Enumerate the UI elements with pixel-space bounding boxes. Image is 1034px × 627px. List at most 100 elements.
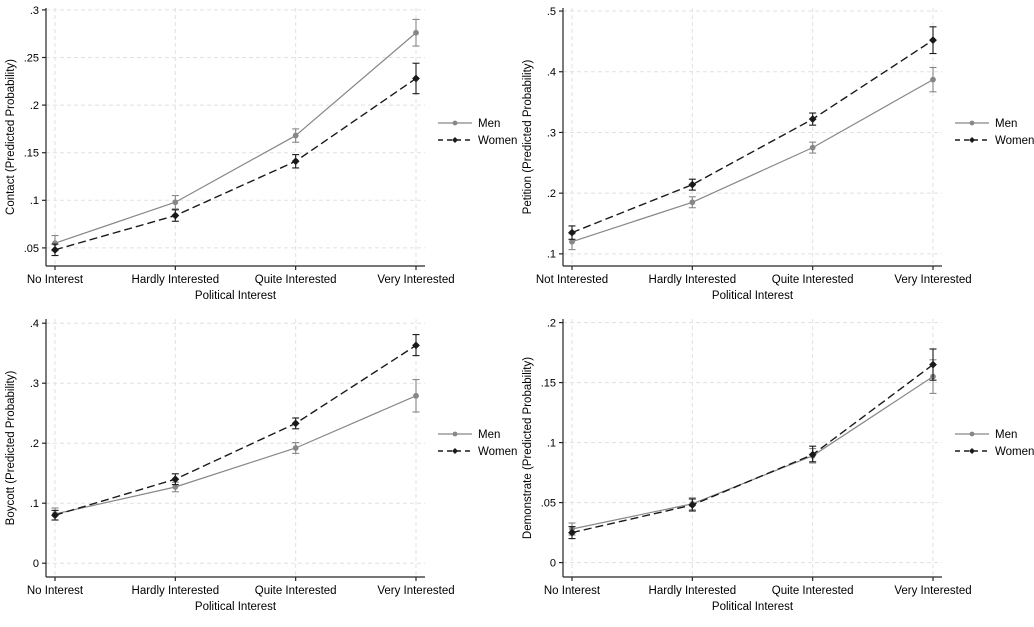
series-women: [51, 62, 420, 257]
x-tick-label: Very Interested: [377, 585, 454, 597]
error-bars-men: [51, 379, 420, 521]
y-tick-label: 0: [550, 557, 556, 569]
legend-marker-men: [969, 120, 975, 126]
marker-women: [171, 211, 180, 220]
x-tick-label: Quite Interested: [255, 274, 337, 286]
x-axis-title: Political Interest: [195, 290, 277, 302]
series-women: [568, 348, 937, 540]
marker-men: [930, 76, 936, 83]
y-tick-label: .1: [30, 195, 39, 207]
legend-label-women: Women: [478, 135, 517, 147]
legend-label-women: Women: [995, 446, 1034, 458]
marker-women: [412, 74, 420, 83]
x-tick-label: Quite Interested: [772, 585, 854, 597]
series-men: [568, 66, 937, 251]
y-tick-label: .15: [24, 148, 39, 160]
chart-canvas: .1 .2 .3 .4 .5 Not Interested Hardly Intereste…: [522, 6, 1034, 302]
series-men: [51, 379, 420, 521]
series-line-women: [571, 39, 934, 234]
gridlines: [563, 319, 942, 577]
legend-marker-men: [969, 431, 975, 437]
error-bars-men: [568, 359, 937, 536]
marker-men: [413, 392, 419, 399]
series-men: [568, 359, 937, 536]
axes: 0 .1 .2 .3 .4 No Interest Hardly Interested Qui…: [27, 318, 455, 597]
series-women: [568, 26, 937, 240]
y-tick-label: .1: [547, 437, 556, 449]
error-bars-women: [51, 62, 420, 257]
panel-contact: .05 .1 .15 .2 .25 .3 No Interest Hardly Interes…: [0, 0, 517, 311]
legend: Men Women: [438, 429, 517, 458]
y-tick-label: .4: [547, 67, 556, 79]
y-axis-title: Petition (Predicted Probability): [522, 59, 534, 214]
error-bars-women: [568, 26, 937, 240]
chart-canvas: 0 .1 .2 .3 .4 No Interest Hardly Interested Qui…: [5, 318, 517, 613]
marker-women: [171, 475, 180, 484]
legend-label-men: Men: [995, 429, 1017, 441]
y-tick-label: .4: [30, 318, 39, 330]
series-men: [51, 18, 420, 252]
legend-label-men: Men: [478, 429, 500, 441]
marker-men: [172, 199, 179, 206]
series-line-men: [571, 79, 934, 243]
axes: .1 .2 .3 .4 .5 Not Interested Hardly Intereste…: [536, 6, 972, 286]
axes: .05 .1 .15 .2 .25 .3 No Interest Hardly Interes…: [24, 5, 455, 286]
series-women: [51, 334, 420, 521]
axes: 0 .05 .1 .15 .2 No Interest Hardly Interested Q…: [541, 317, 972, 597]
marker-women: [412, 341, 420, 350]
marker-women: [568, 528, 576, 537]
legend-marker-women: [969, 137, 975, 143]
legend-marker-women: [452, 448, 458, 454]
marker-men: [689, 199, 696, 206]
x-tick-label: Quite Interested: [772, 274, 854, 286]
x-tick-label: Not Interested: [536, 274, 608, 286]
panel-petition: .1 .2 .3 .4 .5 Not Interested Hardly Intereste…: [517, 0, 1034, 311]
chart-canvas: .05 .1 .15 .2 .25 .3 No Interest Hardly Interes…: [5, 5, 517, 302]
x-tick-label: No Interest: [544, 585, 601, 597]
marker-men: [809, 144, 816, 151]
x-tick-label: Very Interested: [894, 585, 971, 597]
y-tick-label: .1: [30, 498, 39, 510]
marker-men: [292, 445, 299, 451]
x-tick-label: No Interest: [27, 585, 84, 597]
legend-marker-men: [452, 431, 458, 437]
marker-men: [172, 484, 179, 490]
legend: Men Women: [438, 118, 517, 147]
y-tick-label: .1: [547, 249, 556, 261]
y-tick-label: .3: [547, 127, 556, 139]
chart-canvas: 0 .05 .1 .15 .2 No Interest Hardly Interested Q…: [522, 317, 1034, 613]
y-tick-label: .05: [24, 243, 39, 255]
legend-marker-women: [969, 448, 975, 454]
legend-label-women: Women: [478, 446, 517, 458]
marker-women: [291, 157, 300, 166]
marker-men: [569, 238, 575, 245]
legend-marker-women: [452, 137, 458, 143]
series-line-men: [54, 395, 417, 515]
y-tick-label: .3: [30, 378, 39, 390]
series-line-men: [571, 376, 934, 530]
x-tick-label: Hardly Interested: [649, 585, 737, 597]
marker-women: [929, 36, 937, 45]
x-axis-title: Political Interest: [712, 601, 794, 613]
marker-women: [929, 360, 937, 369]
panel-demonstrate: 0 .05 .1 .15 .2 No Interest Hardly Interested Q…: [517, 311, 1034, 622]
y-tick-label: .2: [547, 188, 556, 200]
marker-women: [688, 501, 697, 509]
series-line-women: [571, 364, 934, 534]
y-tick-label: .2: [30, 438, 39, 450]
legend-marker-men: [452, 120, 458, 126]
marker-women: [688, 180, 697, 189]
panel-boycott: 0 .1 .2 .3 .4 No Interest Hardly Interested Qui…: [0, 311, 517, 622]
x-axis-title: Political Interest: [712, 290, 794, 302]
marker-women: [291, 419, 300, 428]
legend: Men Women: [955, 118, 1034, 147]
legend: Men Women: [955, 429, 1034, 458]
error-bars-women: [51, 334, 420, 521]
legend-label-men: Men: [995, 118, 1017, 130]
legend-label-men: Men: [478, 118, 500, 130]
y-tick-label: .3: [30, 5, 39, 17]
x-tick-label: Hardly Interested: [132, 585, 220, 597]
gridlines: [563, 8, 942, 266]
y-tick-label: .05: [541, 497, 556, 509]
